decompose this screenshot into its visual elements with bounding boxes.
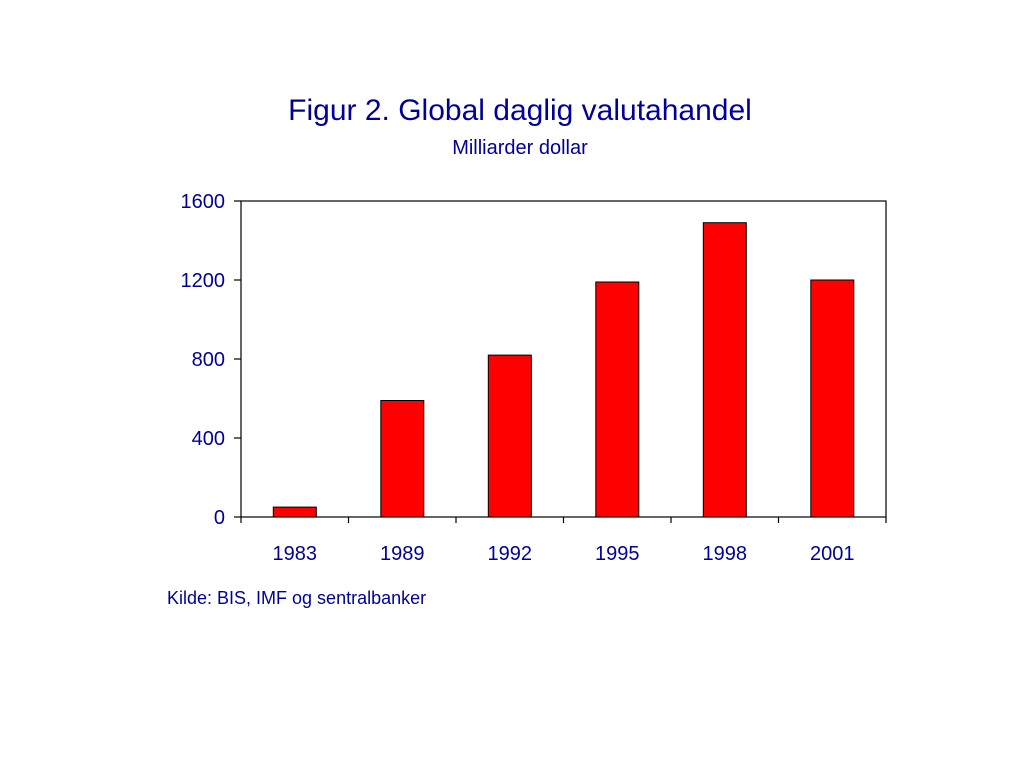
bar-1989	[380, 400, 425, 518]
bar-2001	[810, 279, 855, 518]
x-tick-label: 1998	[703, 543, 748, 565]
x-tick-label: 2001	[810, 543, 855, 565]
bar-1992	[487, 354, 532, 518]
plot-area	[240, 200, 887, 518]
bar-1983	[272, 506, 317, 518]
bars-group	[272, 222, 855, 518]
y-axis: 0 400 800 1200 1600	[181, 191, 241, 529]
y-tick-label: 1600	[181, 191, 226, 213]
chart-subtitle: Milliarder dollar	[452, 137, 588, 159]
bar-1998	[702, 222, 747, 518]
x-axis: 1983 1989 1992 1995 1998 2001	[240, 517, 887, 565]
source-note: Kilde: BIS, IMF og sentralbanker	[167, 588, 427, 608]
bar-1995	[595, 281, 640, 518]
x-tick-label: 1989	[380, 543, 425, 565]
y-tick-label: 0	[214, 507, 225, 529]
x-tick-label: 1992	[488, 543, 533, 565]
x-tick-label: 1983	[273, 543, 318, 565]
y-tick-label: 400	[192, 428, 225, 450]
y-tick-label: 800	[192, 349, 225, 371]
chart-title: Figur 2. Global daglig valutahandel	[288, 94, 752, 127]
y-tick-label: 1200	[181, 270, 226, 292]
x-tick-label: 1995	[595, 543, 640, 565]
